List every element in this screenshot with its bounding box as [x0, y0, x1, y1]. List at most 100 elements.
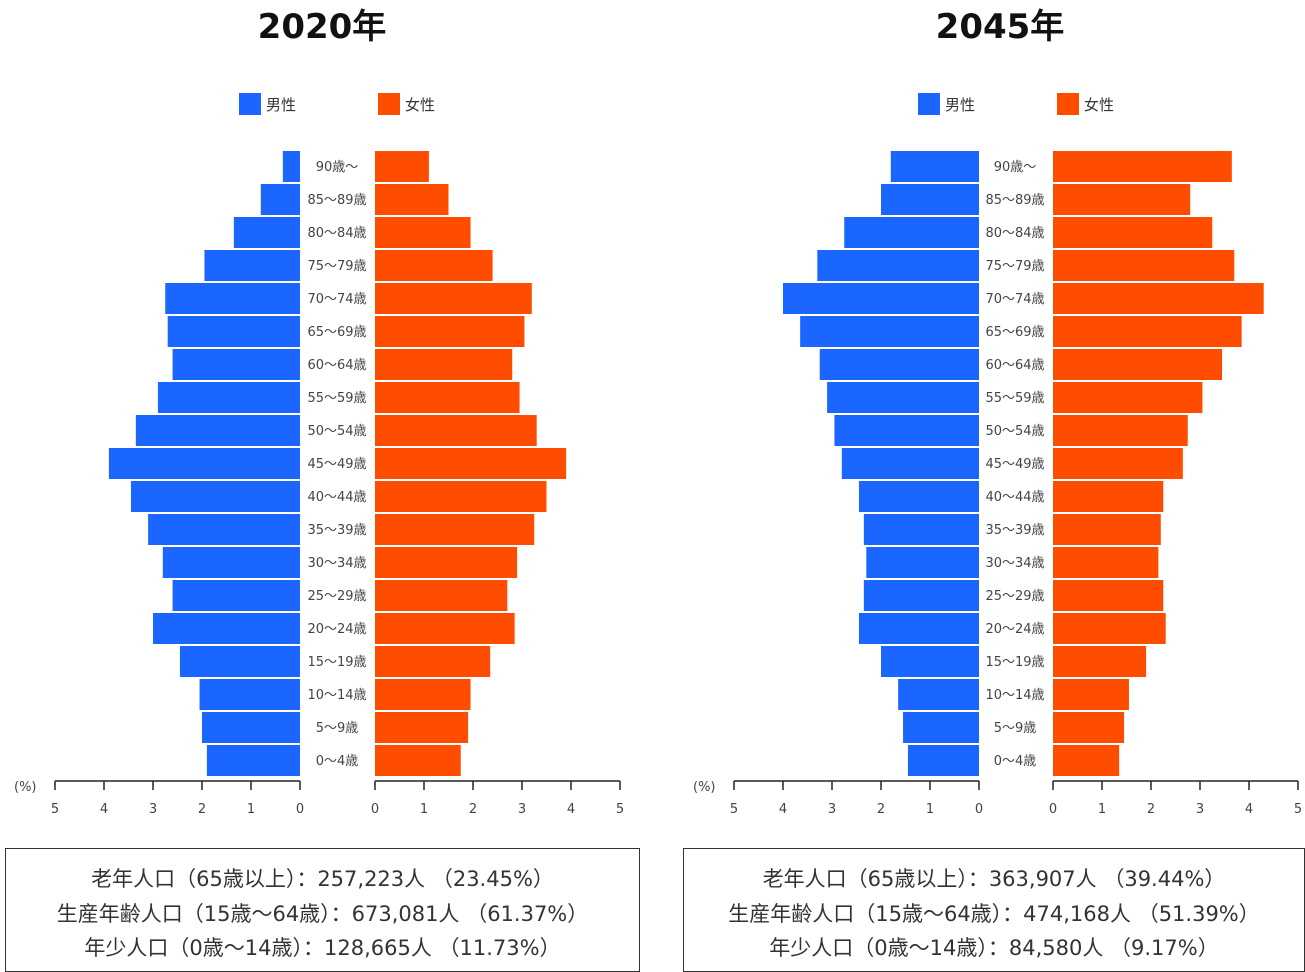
age-group-label: 80～84歳	[307, 226, 366, 241]
bar-male	[282, 151, 300, 182]
bar-male	[206, 745, 300, 776]
bar-female	[1053, 349, 1223, 380]
age-group-label: 70～74歳	[307, 292, 366, 307]
age-group-label: 25～29歳	[985, 589, 1044, 604]
tick-label-female: 5	[616, 802, 624, 817]
age-group-label: 65～69歳	[307, 325, 366, 340]
age-group-label: 45～49歳	[985, 457, 1044, 472]
age-group-label: 20～24歳	[985, 622, 1044, 637]
bar-male	[881, 646, 979, 677]
tick-label-male: 4	[100, 802, 108, 817]
age-group-label: 50～54歳	[985, 424, 1044, 439]
tick-label-male: 4	[779, 802, 787, 817]
summary-working-age-2045: 生産年齢人口（15歳～64歳）：474,168人 （51.39%）	[728, 902, 1260, 926]
bar-female	[1053, 382, 1203, 413]
bar-male	[819, 349, 979, 380]
age-group-label: 50～54歳	[307, 424, 366, 439]
age-group-label: 30～34歳	[985, 556, 1044, 571]
legend-swatch-female	[1057, 93, 1079, 115]
bar-female	[375, 646, 491, 677]
tick-label-male: 0	[296, 802, 304, 817]
bar-female	[375, 217, 471, 248]
bar-male	[260, 184, 300, 215]
bar-male	[167, 316, 300, 347]
age-group-label: 40～44歳	[307, 490, 366, 505]
legend-swatch-male	[239, 93, 261, 115]
tick-label-female: 4	[567, 802, 575, 817]
age-group-label: 45～49歳	[307, 457, 366, 472]
age-group-label: 0～4歳	[316, 754, 359, 769]
age-group-label: 65～69歳	[985, 325, 1044, 340]
bar-female	[375, 448, 567, 479]
age-group-label: 10～14歳	[985, 688, 1044, 703]
bar-female	[1053, 514, 1161, 545]
bar-male	[881, 184, 979, 215]
bar-female	[1053, 679, 1129, 710]
bar-male	[199, 679, 300, 710]
bar-male	[907, 745, 979, 776]
bar-male	[204, 250, 300, 281]
bar-male	[903, 712, 979, 743]
bar-male	[817, 250, 979, 281]
age-group-label: 75～79歳	[985, 259, 1044, 274]
legend-label-male: 男性	[945, 96, 975, 114]
bar-female	[1053, 580, 1164, 611]
age-group-label: 40～44歳	[985, 490, 1044, 505]
bar-female	[1053, 415, 1188, 446]
summary-youth-2020: 年少人口（0歳～14歳）：128,665人 （11.73%）	[84, 936, 561, 960]
age-group-label: 0～4歳	[994, 754, 1037, 769]
bar-female	[375, 349, 513, 380]
bar-male	[153, 613, 300, 644]
age-group-label: 80～84歳	[985, 226, 1044, 241]
summary-box-2045: 老年人口（65歳以上）：363,907人 （39.44%） 生産年齢人口（15歳…	[683, 848, 1305, 972]
tick-label-female: 0	[371, 802, 379, 817]
tick-label-male: 2	[877, 802, 885, 817]
bar-male	[834, 415, 979, 446]
bar-female	[1053, 613, 1166, 644]
bar-male	[863, 514, 979, 545]
bar-female	[375, 745, 461, 776]
age-group-label: 55～59歳	[307, 391, 366, 406]
bar-male	[162, 547, 300, 578]
bar-male	[858, 481, 979, 512]
summary-youth-2045: 年少人口（0歳～14歳）：84,580人 （9.17%）	[769, 936, 1219, 960]
bar-female	[375, 580, 508, 611]
chart-title: 2045年	[936, 7, 1065, 47]
bar-female	[1053, 712, 1125, 743]
bar-female	[375, 382, 520, 413]
bar-female	[375, 250, 493, 281]
bar-male	[858, 613, 979, 644]
age-group-label: 90歳～	[316, 160, 359, 175]
tick-label-female: 1	[420, 802, 428, 817]
bar-male	[890, 151, 979, 182]
bar-female	[375, 679, 471, 710]
summary-elderly-2045: 老年人口（65歳以上）：363,907人 （39.44%）	[762, 867, 1226, 891]
bar-male	[800, 316, 979, 347]
age-group-label: 85～89歳	[307, 193, 366, 208]
bar-male	[783, 283, 979, 314]
bar-male	[827, 382, 979, 413]
age-group-label: 60～64歳	[985, 358, 1044, 373]
bar-female	[1053, 646, 1147, 677]
age-group-label: 75～79歳	[307, 259, 366, 274]
bar-male	[866, 547, 979, 578]
tick-label-male: 1	[247, 802, 255, 817]
tick-label-female: 5	[1294, 802, 1302, 817]
tick-label-female: 3	[518, 802, 526, 817]
bar-male	[179, 646, 300, 677]
axis-unit-label: (%)	[14, 780, 37, 795]
summary-working-age-2020: 生産年齢人口（15歳～64歳）：673,081人 （61.37%）	[56, 902, 589, 926]
tick-label-female: 4	[1245, 802, 1253, 817]
bar-male	[108, 448, 301, 479]
axis-unit-label: (%)	[693, 780, 716, 795]
bar-female	[375, 613, 515, 644]
legend-label-male: 男性	[266, 96, 296, 114]
bar-female	[375, 316, 525, 347]
summary-elderly-2020: 老年人口（65歳以上）：257,223人 （23.45%）	[91, 867, 554, 891]
bar-male	[148, 514, 300, 545]
tick-label-male: 2	[198, 802, 206, 817]
legend-label-female: 女性	[1084, 96, 1114, 114]
